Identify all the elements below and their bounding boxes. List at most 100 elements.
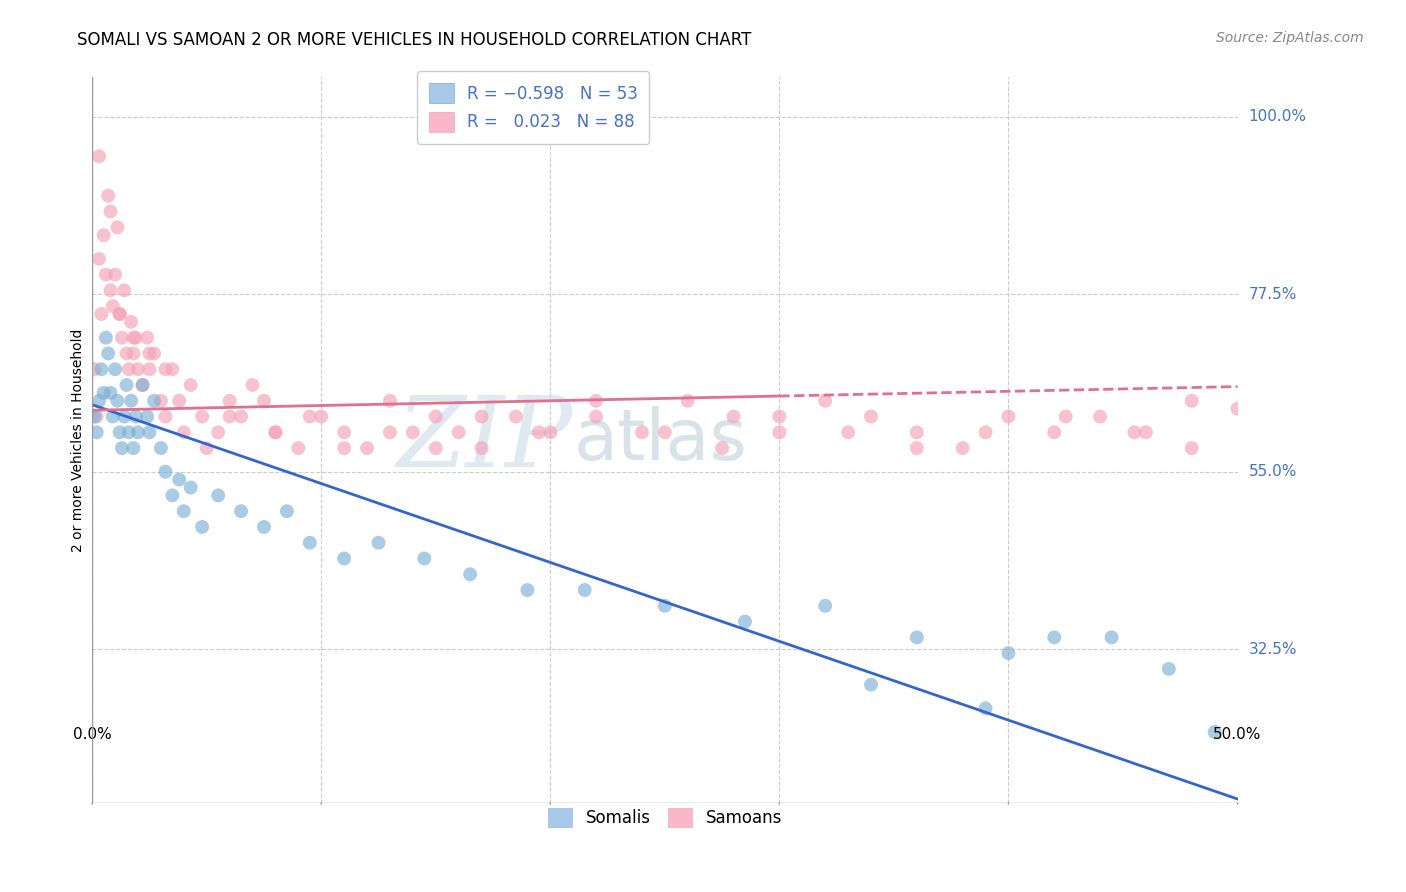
Point: [1123, 425, 1146, 440]
Point: [87, 393, 110, 408]
Point: [333, 551, 356, 566]
Text: SOMALI VS SAMOAN 2 OR MORE VEHICLES IN HOUSEHOLD CORRELATION CHART: SOMALI VS SAMOAN 2 OR MORE VEHICLES IN H…: [77, 31, 752, 49]
Point: [143, 393, 166, 408]
Point: [814, 393, 837, 408]
Point: [180, 378, 202, 392]
Point: [264, 425, 287, 440]
Point: [104, 268, 127, 282]
Point: [167, 393, 190, 408]
Point: [1204, 725, 1226, 739]
Point: [952, 441, 974, 455]
Point: [447, 425, 470, 440]
Point: [505, 409, 527, 424]
Point: [118, 362, 141, 376]
Point: [86, 409, 108, 424]
Point: [83, 362, 105, 376]
Point: [378, 393, 401, 408]
Point: [155, 465, 177, 479]
Point: [83, 409, 105, 424]
Point: [87, 149, 110, 163]
Point: [207, 488, 229, 502]
Point: [127, 362, 149, 376]
Point: [100, 204, 122, 219]
Point: [143, 346, 166, 360]
Point: [997, 646, 1019, 660]
Point: [585, 393, 607, 408]
Text: Source: ZipAtlas.com: Source: ZipAtlas.com: [1216, 31, 1364, 45]
Point: [100, 284, 122, 298]
Point: [118, 425, 141, 440]
Legend: Somalis, Samoans: Somalis, Samoans: [541, 801, 789, 835]
Point: [90, 307, 112, 321]
Point: [136, 409, 159, 424]
Point: [125, 409, 148, 424]
Point: [654, 425, 676, 440]
Point: [195, 441, 218, 455]
Point: [711, 441, 734, 455]
Text: 77.5%: 77.5%: [1249, 287, 1296, 301]
Point: [471, 441, 494, 455]
Point: [149, 441, 172, 455]
Point: [229, 409, 252, 424]
Point: [100, 385, 122, 400]
Point: [458, 567, 481, 582]
Point: [768, 409, 790, 424]
Point: [108, 307, 131, 321]
Point: [122, 331, 145, 345]
Point: [298, 409, 321, 424]
Point: [162, 488, 184, 502]
Point: [138, 362, 160, 376]
Point: [180, 481, 202, 495]
Point: [105, 220, 128, 235]
Point: [356, 441, 378, 455]
Text: atlas: atlas: [574, 406, 747, 475]
Point: [253, 393, 276, 408]
Point: [333, 425, 356, 440]
Point: [87, 252, 110, 266]
Point: [122, 346, 145, 360]
Point: [574, 582, 596, 597]
Point: [1054, 409, 1077, 424]
Point: [101, 299, 124, 313]
Point: [1101, 631, 1123, 645]
Point: [207, 425, 229, 440]
Point: [131, 378, 153, 392]
Point: [905, 425, 928, 440]
Point: [120, 393, 142, 408]
Point: [112, 409, 135, 424]
Point: [94, 268, 117, 282]
Point: [122, 441, 145, 455]
Point: [1135, 425, 1157, 440]
Point: [94, 331, 117, 345]
Point: [86, 425, 108, 440]
Point: [108, 307, 131, 321]
Point: [425, 441, 447, 455]
Point: [131, 378, 153, 392]
Point: [276, 504, 298, 518]
Point: [138, 346, 160, 360]
Point: [631, 425, 654, 440]
Point: [167, 473, 190, 487]
Point: [734, 615, 756, 629]
Point: [264, 425, 287, 440]
Point: [120, 315, 142, 329]
Point: [905, 441, 928, 455]
Point: [1088, 409, 1111, 424]
Point: [1226, 401, 1249, 416]
Point: [97, 346, 120, 360]
Point: [90, 362, 112, 376]
Point: [104, 362, 127, 376]
Point: [298, 535, 321, 549]
Point: [654, 599, 676, 613]
Text: 100.0%: 100.0%: [1249, 110, 1306, 124]
Point: [860, 678, 883, 692]
Point: [516, 582, 538, 597]
Point: [585, 409, 607, 424]
Point: [173, 504, 195, 518]
Point: [425, 409, 447, 424]
Point: [115, 346, 138, 360]
Point: [768, 425, 790, 440]
Point: [1043, 631, 1066, 645]
Point: [974, 425, 997, 440]
Point: [1157, 662, 1180, 676]
